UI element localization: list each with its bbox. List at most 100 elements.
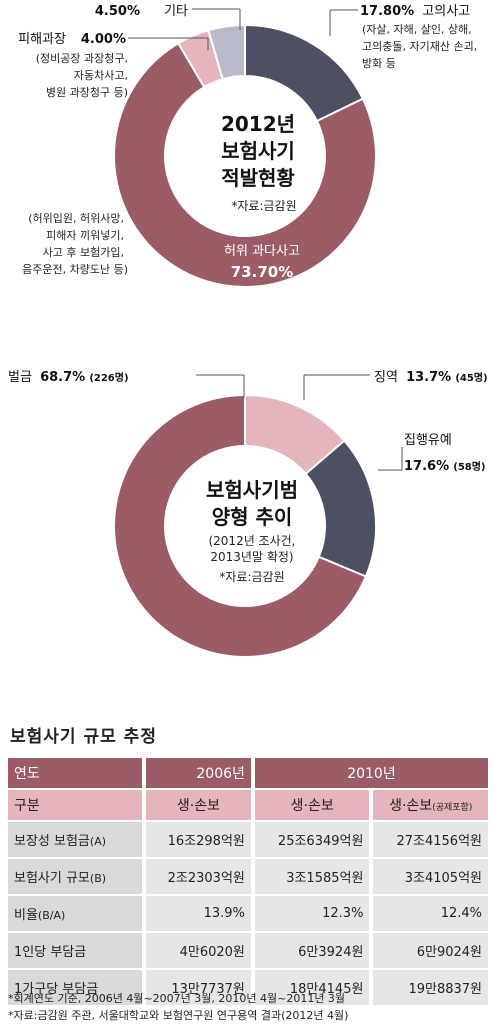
pie1-title-line2: 보험사기	[221, 139, 295, 163]
pie1-exaggeration-detail-2: 자동차사고,	[74, 69, 128, 82]
cell-v3: 19만8837원	[373, 970, 492, 1007]
subheader-c3-small: (공제포함)	[432, 803, 473, 813]
pie2-fine-count: (226명)	[89, 371, 128, 384]
row-label: 1인당 부담금	[8, 933, 146, 970]
table-title: 보험사기 규모 추정	[10, 727, 157, 747]
pie1-intentional-detail-3: 방화 등	[362, 57, 396, 70]
table-subheader-row: 구분 생·손보 생·손보 생·손보(공제포함)	[8, 790, 492, 822]
header-2010: 2010년	[254, 758, 492, 790]
pie1-label-intentional: 17.80% 고의사고 (자살, 자해, 살인, 상해, 고의충돌, 자기재산 …	[329, 4, 477, 70]
pie2-prison-count: (45명)	[455, 371, 487, 384]
pie1-exaggeration-detail-1: (정비공장 과장청구,	[36, 52, 128, 65]
pie2-probation-value: 17.6%	[404, 459, 449, 474]
pie2-source: *자료:금감원	[219, 570, 284, 584]
row-label-suffix: (B/A)	[37, 909, 66, 922]
pie2-label-fine: 벌금 68.7% (226명)	[8, 370, 245, 398]
cell-v3: 3조4105억원	[373, 859, 492, 896]
subheader-life-nonlife-2006: 생·손보	[146, 790, 255, 822]
cell-v3: 27조4156억원	[373, 822, 492, 859]
subheader-life-nonlife-2010: 생·손보	[254, 790, 374, 822]
cell-v1: 2조2303억원	[146, 859, 255, 896]
svg-text:기타: 기타	[164, 4, 188, 19]
table-body: 보장성 보험금(A) 16조298억원 25조6349억원 27조4156억원 보험사기…	[8, 822, 492, 1007]
row-label-suffix: (A)	[89, 835, 107, 848]
cell-v3: 12.4%	[373, 896, 492, 933]
pie1-exaggeration-detail-3: 병원 과장청구 등)	[46, 86, 128, 99]
pie1-intentional-detail-1: (자살, 자해, 살인, 상해,	[362, 22, 472, 36]
table-row: 1가구당 부담금 13만7737원 18만4145원 19만8837원	[8, 970, 492, 1007]
cell-v1: 13만7737원	[146, 970, 255, 1007]
pie2-title-line1: 보험사기범	[206, 478, 298, 502]
pie-charts: 2012년 보험사기 적발현황 *자료:금감원 17.80% 고의사고 (자살,…	[8, 4, 488, 658]
pie1-exaggeration-value: 4.00%	[81, 32, 126, 47]
svg-text:벌금 68.7% (226명): 벌금 68.7% (226명)	[8, 370, 129, 385]
pie1-slice-1	[113, 41, 377, 288]
pie1-label-etc: 기타 4.50%	[95, 4, 241, 30]
table-header-row: 연도 2006년 2010년	[8, 758, 492, 790]
row-label-text: 보장성 보험금	[14, 834, 90, 849]
svg-text:17.80% 고의사고: 17.80% 고의사고	[360, 4, 470, 19]
pie1-false-label: 허위 과다사고	[224, 244, 300, 259]
note-1: *회계연도 기준, 2006년 4월~2007년 3월, 2010년 4월~20…	[8, 992, 346, 1005]
cell-v1: 4만6020원	[146, 933, 255, 970]
pie2-subtitle-line1: (2012년 조사건,	[208, 534, 295, 548]
row-label: 보험사기 규모(B)	[8, 859, 146, 896]
pie1-etc-label: 기타	[164, 4, 188, 19]
row-label-text: 비율	[14, 908, 38, 923]
pie1-false-detail-1: (허위입원, 허위사망,	[28, 212, 124, 225]
pie1-intentional-detail-2: 고의충돌, 자기재산 손괴,	[362, 40, 477, 53]
cell-v1: 16조298억원	[146, 822, 255, 859]
pie2-probation-label: 집행유예	[404, 432, 452, 448]
cell-v2: 25조6349억원	[254, 822, 374, 859]
pie2-slice-2	[113, 393, 368, 658]
pie2-prison-value: 13.7%	[406, 370, 451, 385]
table-row: 비율(B/A) 13.9% 12.3% 12.4%	[8, 896, 492, 933]
table-row: 보험사기 규모(B) 2조2303억원 3조1585억원 3조4105억원	[8, 859, 492, 896]
row-label-text: 1인당 부담금	[14, 945, 87, 960]
pie1-false-value: 73.70%	[231, 263, 293, 281]
pie1-false-detail-2: 피해자 끼워넣기,	[46, 228, 124, 242]
pie1-intentional-value: 17.80%	[360, 4, 414, 19]
pie1-source: *자료:금감원	[231, 199, 296, 213]
table-row: 1인당 부담금 4만6020원 6만3924원 6만9024원	[8, 933, 492, 970]
pie1-label-false: (허위입원, 허위사망, 피해자 끼워넣기, 사고 후 보험가입, 음주운전, …	[22, 212, 300, 281]
svg-text:피해과장: 피해과장	[18, 32, 66, 47]
header-year: 연도	[8, 758, 146, 790]
pie1-false-detail-3: 사고 후 보험가입,	[43, 246, 124, 259]
pie1-slice-3	[207, 23, 246, 81]
pie2-fine-value: 68.7%	[40, 370, 85, 385]
table-row: 보장성 보험금(A) 16조298억원 25조6349억원 27조4156억원	[8, 822, 492, 859]
subheader-c3-label: 생·손보	[389, 798, 433, 814]
row-label: 비율(B/A)	[8, 896, 146, 933]
cell-v2: 3조1585억원	[254, 859, 374, 896]
pie1-exaggeration-label: 피해과장	[18, 32, 66, 47]
pie2-subtitle-line2: 2013년말 확정)	[210, 550, 293, 564]
row-label-text: 보험사기 규모	[14, 871, 90, 886]
header-2006: 2006년	[146, 758, 255, 790]
fraud-scale-table: 연도 2006년 2010년 구분 생·손보 생·손보 생·손보(공제포함) 보…	[8, 758, 492, 1007]
pie1-etc-value: 4.50%	[95, 4, 140, 19]
pie2-label-prison: 징역 13.7% (45명)	[303, 370, 488, 400]
subheader-life-nonlife-incl: 생·손보(공제포함)	[373, 790, 492, 822]
cell-v3: 6만9024원	[373, 933, 492, 970]
svg-text:징역 13.7% (45명): 징역 13.7% (45명)	[374, 370, 488, 385]
fraud-detection-donut	[113, 23, 377, 288]
pie1-false-detail-4: 음주운전, 차량도난 등)	[22, 263, 128, 276]
pie2-prison-label: 징역	[374, 370, 398, 385]
cell-v1: 13.9%	[146, 896, 255, 933]
cell-v2: 12.3%	[254, 896, 374, 933]
pie1-title-line3: 적발현황	[221, 166, 295, 190]
pie2-title-line2: 양형 추이	[212, 505, 293, 529]
sentencing-donut	[113, 393, 377, 658]
pie1-label-exaggeration: 피해과장 4.00% (정비공장 과장청구, 자동차사고, 병원 과장청구 등)	[18, 32, 209, 99]
svg-text:17.6% (58명): 17.6% (58명)	[404, 459, 486, 474]
row-label: 보장성 보험금(A)	[8, 822, 146, 859]
pie2-label-probation: 집행유예 17.6% (58명)	[378, 432, 486, 474]
pie1-title-line1: 2012년	[221, 112, 295, 136]
row-label-text: 1가구당 부담금	[14, 982, 99, 997]
subheader-category: 구분	[8, 790, 146, 822]
note-2: *자료:금감원 주관, 서울대학교와 보험연구원 연구용역 결과(2012년 4…	[8, 1009, 349, 1022]
table-notes: *회계연도 기준, 2006년 4월~2007년 3월, 2010년 4월~20…	[8, 990, 348, 1024]
row-label-suffix: (B)	[89, 872, 107, 885]
cell-v2: 18만4145원	[254, 970, 374, 1007]
